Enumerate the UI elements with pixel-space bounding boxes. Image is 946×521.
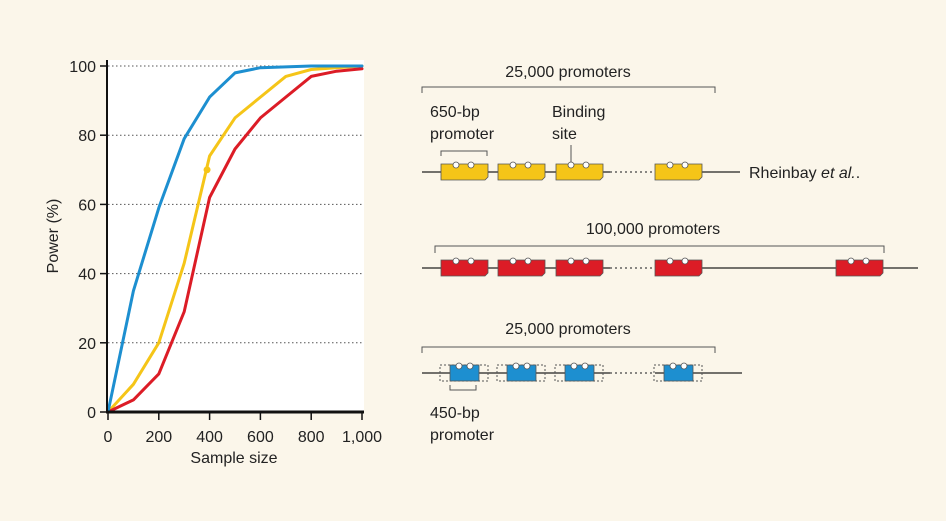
binding-site-dot <box>681 161 689 169</box>
binding-site-dot <box>509 257 517 265</box>
promoter-core <box>506 364 537 382</box>
x-tick-label: 0 <box>104 429 113 446</box>
series-line-1 <box>106 67 364 414</box>
y-tick-label: 0 <box>87 405 96 422</box>
binding-site-dot <box>467 257 475 265</box>
y-tick-label: 40 <box>78 267 96 284</box>
y-tick-label: 60 <box>78 197 96 214</box>
annotation-binding-site-line2: site <box>552 126 577 143</box>
x-tick-label: 200 <box>145 429 172 446</box>
count-bracket <box>434 245 885 253</box>
promoter-box <box>555 161 604 181</box>
binding-site-dot <box>582 257 590 265</box>
binding-site-dot <box>862 257 870 265</box>
x-tick-label: 400 <box>196 429 223 446</box>
promoter-body <box>497 259 546 277</box>
diagram-row-yellow: 25,000 promoters 650-bp promoter Binding… <box>421 64 860 182</box>
binding-site-dot <box>524 161 532 169</box>
promoter-body <box>654 163 703 181</box>
promoter-box <box>835 257 884 277</box>
promoter-core <box>564 364 595 382</box>
annotation-650bp-line2: promoter <box>430 126 495 143</box>
promoter-body <box>654 259 703 277</box>
promoter-group <box>439 362 703 382</box>
binding-site-dot <box>509 161 517 169</box>
promoter-box <box>554 362 604 382</box>
binding-site-dot <box>512 362 520 370</box>
annotation-450bp: 450-bp <box>430 405 480 422</box>
promoter-box <box>497 257 546 277</box>
promoter-body <box>497 163 546 181</box>
y-tick-label: 80 <box>78 128 96 145</box>
binding-site-dot <box>523 362 531 370</box>
series-line-2 <box>106 64 364 414</box>
binding-site-dot <box>669 362 677 370</box>
promoter-body <box>835 259 884 277</box>
promoter-box <box>440 257 489 277</box>
binding-site-dot <box>666 161 674 169</box>
x-tick-label: 600 <box>247 429 274 446</box>
binding-site-dot <box>581 362 589 370</box>
promoter-body <box>555 163 604 181</box>
promoter-body <box>440 163 489 181</box>
promoter-box <box>653 362 703 382</box>
promoter-body <box>440 259 489 277</box>
count-label: 25,000 promoters <box>505 64 630 81</box>
power-chart: 0 20 40 60 80 100 0 200 400 600 800 1,000 Sample s… <box>45 59 382 467</box>
binding-site-dot <box>847 257 855 265</box>
binding-site-dot <box>455 362 463 370</box>
promoter-box <box>555 257 604 277</box>
binding-site-dot <box>524 257 532 265</box>
promoter-box <box>654 257 703 277</box>
x-axis-label: Sample size <box>190 450 277 467</box>
promoter-core <box>663 364 694 382</box>
count-bracket <box>421 346 716 353</box>
annotation-binding-site: Binding <box>552 104 605 121</box>
binding-site-dot <box>681 257 689 265</box>
promoter-body <box>555 259 604 277</box>
binding-site-dot <box>582 161 590 169</box>
promoter-box <box>497 161 546 181</box>
y-tick-label: 100 <box>69 59 96 76</box>
binding-site-dot <box>567 161 575 169</box>
promoter-diagram: 25,000 promoters 650-bp promoter Binding… <box>421 64 918 444</box>
count-label: 100,000 promoters <box>586 221 720 238</box>
diagram-row-red: 100,000 promoters <box>422 221 918 277</box>
rheinbay-label: Rheinbay et al.. <box>749 165 860 182</box>
promoter-box <box>496 362 546 382</box>
y-axis-label: Power (%) <box>45 199 62 274</box>
binding-site-dot <box>567 257 575 265</box>
binding-site-dot <box>452 161 460 169</box>
x-ticks: 0 200 400 600 800 1,000 <box>104 412 382 446</box>
x-tick-label: 800 <box>298 429 325 446</box>
count-bracket <box>421 86 716 93</box>
650bp-bracket <box>440 150 488 156</box>
promoter-box <box>654 161 703 181</box>
y-ticks: 0 20 40 60 80 100 <box>69 59 107 422</box>
y-tick-label: 20 <box>78 336 96 353</box>
binding-site-dot <box>467 161 475 169</box>
binding-site-dot <box>452 257 460 265</box>
binding-site-dot <box>570 362 578 370</box>
binding-site-dot <box>466 362 474 370</box>
series-marker-0 <box>203 166 211 174</box>
promoter-group <box>440 257 884 277</box>
series-layer <box>106 64 364 414</box>
binding-site-dot <box>680 362 688 370</box>
x-tick-label: 1,000 <box>342 429 382 446</box>
diagram-row-blue: 25,000 promoters 450-bp promoter <box>421 321 742 444</box>
promoter-group <box>440 161 703 181</box>
annotation-450bp-line2: promoter <box>430 427 495 444</box>
annotation-650bp: 650-bp <box>430 104 480 121</box>
promoter-box <box>439 362 489 382</box>
promoter-core <box>449 364 480 382</box>
count-label: 25,000 promoters <box>505 321 630 338</box>
series-line-0 <box>106 64 364 414</box>
plot-background <box>108 60 364 412</box>
promoter-box <box>440 161 489 181</box>
binding-site-dot <box>666 257 674 265</box>
450bp-bracket <box>449 385 477 391</box>
